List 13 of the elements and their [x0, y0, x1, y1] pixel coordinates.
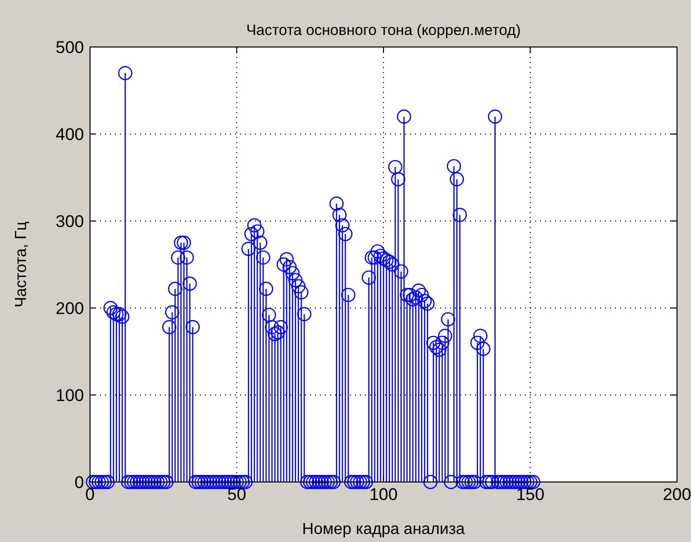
y-tick-label: 500 — [56, 38, 84, 57]
y-tick-label: 300 — [56, 212, 84, 231]
y-tick-label: 100 — [56, 386, 84, 405]
y-tick-label: 400 — [56, 125, 84, 144]
chart-title: Частота основного тона (коррел.метод) — [246, 22, 521, 39]
x-axis-title: Номер кадра анализа — [302, 521, 465, 538]
x-tick-label: 50 — [227, 485, 246, 504]
y-tick-label: 0 — [74, 473, 84, 492]
x-tick-label: 200 — [662, 485, 691, 504]
x-tick-label: 150 — [516, 485, 544, 504]
y-axis-title: Частота, Гц — [13, 221, 30, 308]
y-tick-label: 200 — [56, 299, 84, 318]
x-tick-label: 100 — [369, 485, 398, 504]
